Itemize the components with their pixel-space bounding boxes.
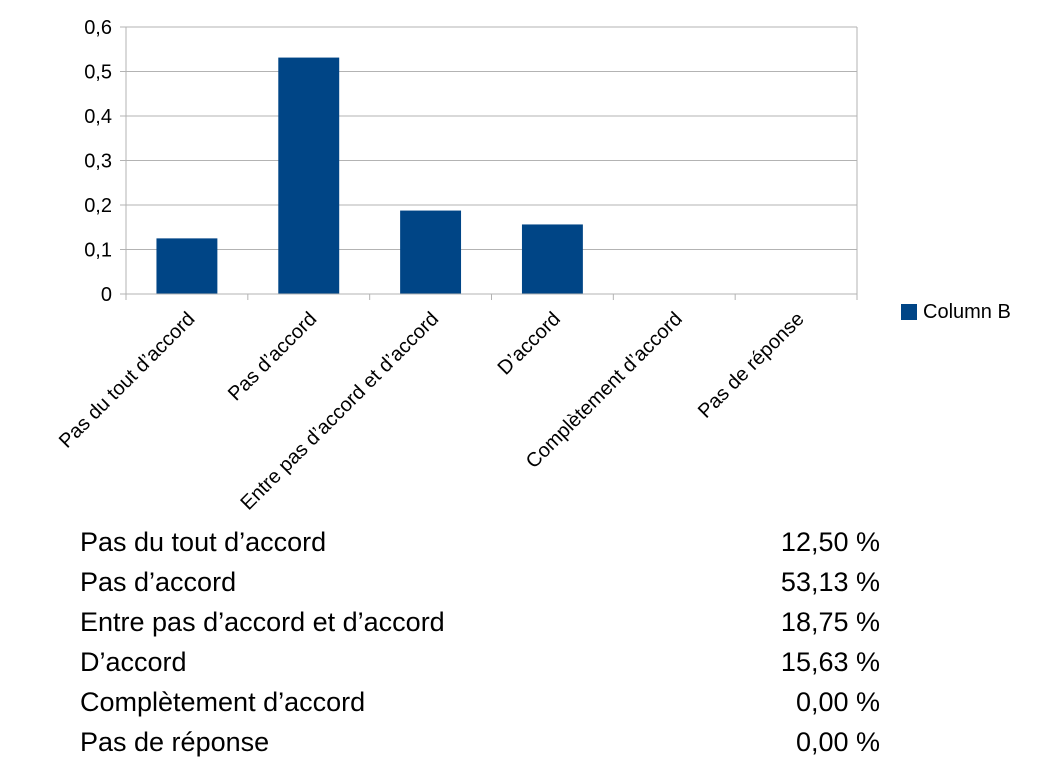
- bar: [521, 224, 583, 294]
- summary-row: D’accord 15,63 %: [80, 642, 880, 682]
- x-category-label: Entre pas d’accord et d’accord: [237, 308, 444, 515]
- summary-row-label: Pas d’accord: [80, 567, 237, 597]
- bar: [278, 57, 340, 294]
- y-tick-label: 0,3: [84, 151, 112, 173]
- summary-row-label: Pas de réponse: [80, 727, 270, 757]
- y-tick-label: 0,1: [84, 240, 112, 262]
- summary-row-label: Complètement d’accord: [80, 687, 366, 717]
- summary-row: Entre pas d’accord et d’accord 18,75 %: [80, 602, 880, 642]
- y-tick-label: 0,4: [84, 106, 112, 128]
- bar: [400, 210, 462, 294]
- x-category-label: Pas d’accord: [224, 308, 321, 405]
- y-tick-label: 0: [101, 284, 112, 306]
- y-tick-label: 0,5: [84, 62, 112, 84]
- legend-swatch: [901, 304, 917, 320]
- bar-chart: 0 0,1 0,2 0,3 0,4 0,5 0,6 Pas du tout d’accord…: [55, 17, 858, 515]
- summary-row: Pas de réponse 0,00 %: [80, 722, 880, 762]
- summary-row-value: 0,00 %: [795, 687, 880, 717]
- summary-row: Pas d’accord 53,13 %: [80, 562, 880, 602]
- y-tick-label: 0,2: [84, 195, 112, 217]
- bar: [156, 238, 218, 294]
- chart-legend: Column B: [901, 300, 1011, 324]
- chart-gridlines: [126, 26, 857, 250]
- x-category-label: Pas de réponse: [694, 308, 809, 423]
- summary-row-value: 53,13 %: [780, 567, 880, 597]
- y-axis-tick-labels: 0 0,1 0,2 0,3 0,4 0,5 0,6: [84, 17, 112, 306]
- summary-table: Pas du tout d’accord 12,50 % Pas d’accor…: [80, 522, 880, 762]
- chart-axes: [120, 26, 858, 300]
- chart-bars: [156, 57, 583, 294]
- summary-row-value: 0,00 %: [795, 727, 880, 757]
- summary-row-value: 18,75 %: [780, 607, 880, 637]
- legend-label: Column B: [923, 301, 1011, 323]
- summary-row-value: 15,63 %: [780, 647, 880, 677]
- summary-row: Pas du tout d’accord 12,50 %: [80, 522, 880, 562]
- summary-row-label: Pas du tout d’accord: [80, 527, 327, 557]
- summary-row-label: D’accord: [80, 647, 187, 677]
- summary-row-value: 12,50 %: [780, 527, 880, 557]
- x-category-label: Pas du tout d’accord: [55, 308, 199, 452]
- x-category-label: D’accord: [494, 308, 565, 379]
- summary-row-label: Entre pas d’accord et d’accord: [80, 607, 445, 637]
- summary-row: Complètement d’accord 0,00 %: [80, 682, 880, 722]
- y-tick-label: 0,6: [84, 17, 112, 39]
